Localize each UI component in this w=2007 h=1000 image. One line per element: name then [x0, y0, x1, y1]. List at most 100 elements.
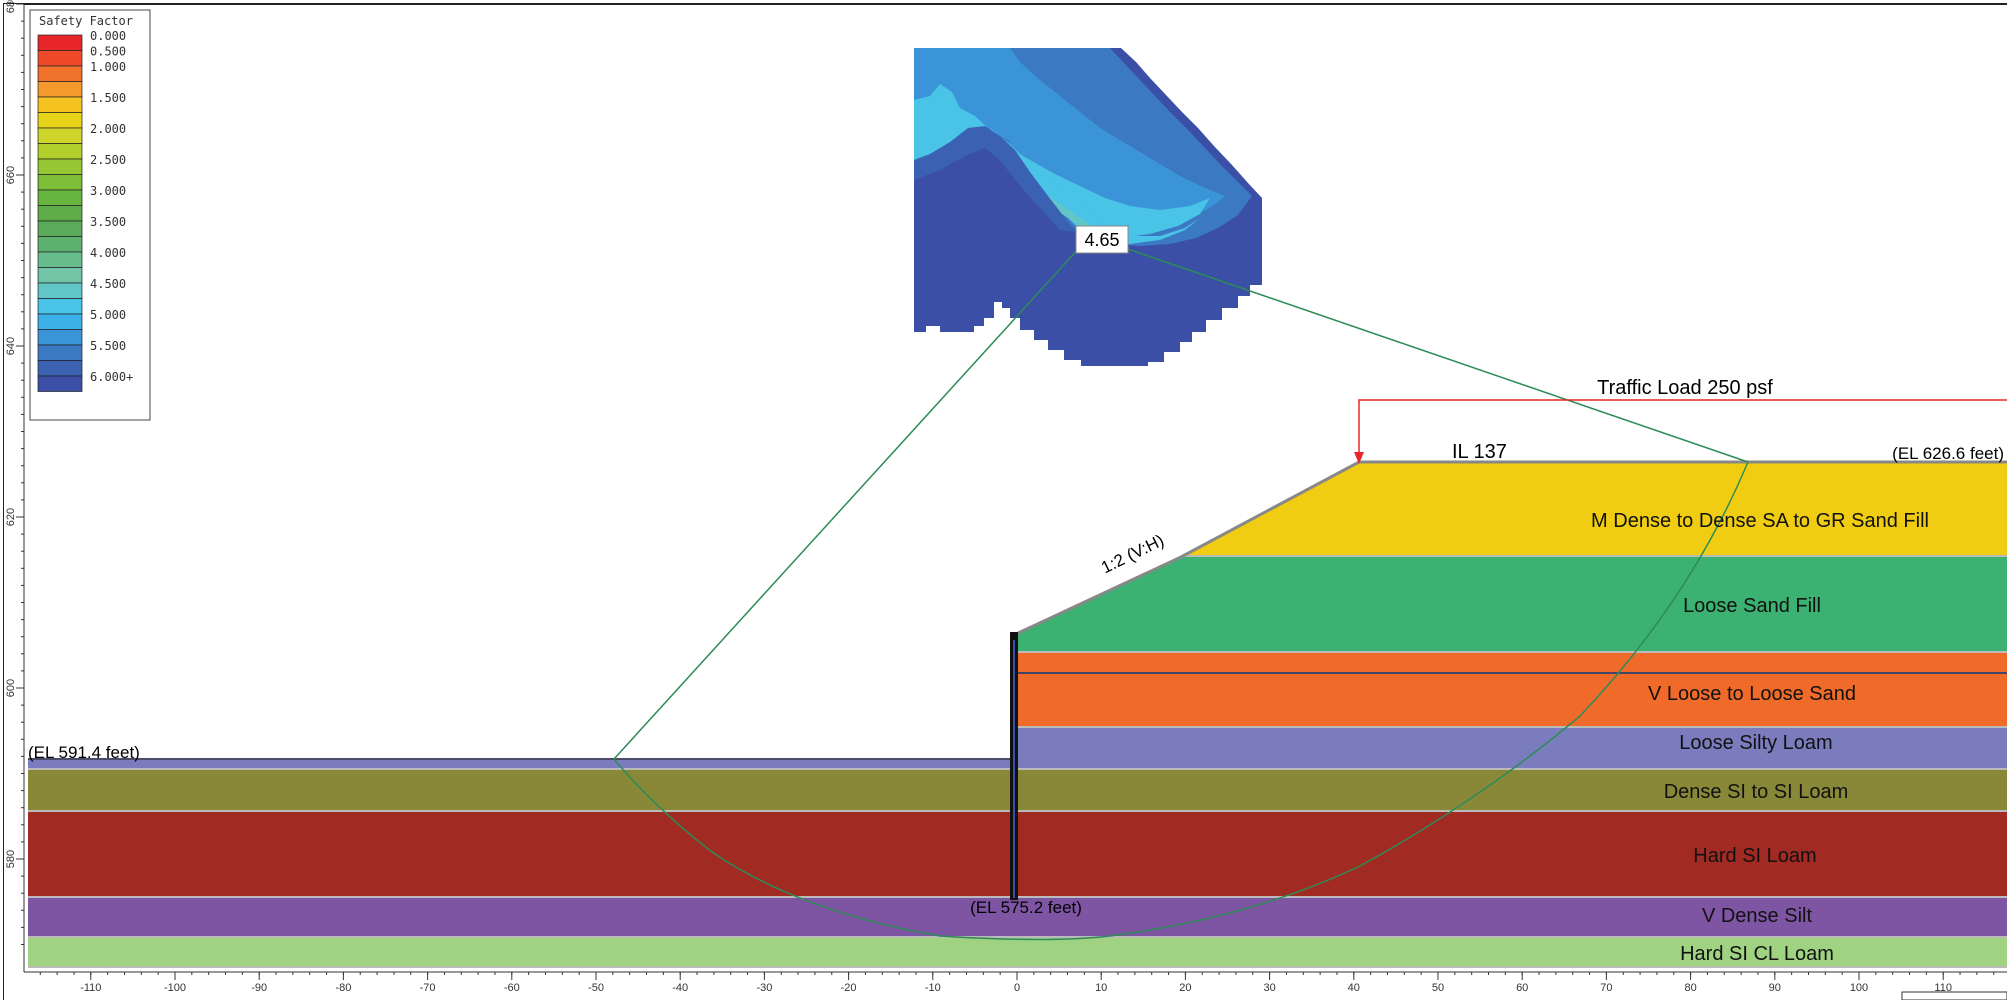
x-axis-tick-label: -80	[335, 982, 351, 994]
legend-swatch	[37, 65, 83, 82]
legend-swatch	[37, 96, 83, 113]
layer-boundary	[28, 936, 2007, 939]
corner-box	[1901, 991, 2007, 1000]
legend-label: 1.500	[90, 91, 126, 105]
legend-swatch	[37, 360, 83, 377]
legend-label: 0.000	[90, 29, 126, 43]
x-axis-tick-label: -100	[164, 982, 186, 994]
x-axis-tick-label: 80	[1684, 982, 1696, 994]
left-axis: 680 660 640 620 600 580	[4, 0, 25, 994]
legend-swatch	[37, 220, 83, 237]
legend-swatch	[37, 251, 83, 268]
contour-zone-4-5-core	[990, 128, 1200, 244]
layer-v-dense-silt	[28, 898, 2007, 938]
legend-label: 2.000	[90, 122, 126, 136]
legend-label: 4.000	[90, 246, 126, 260]
bottom-axis: -110 -100 -90 -80 -70 -60 -50 -40 -30 -20 -10 0 10 20…	[4, 971, 2007, 1000]
retaining-wall	[1010, 632, 1018, 900]
layer-labels: M Dense to Dense SA to GR Sand Fill Loos…	[1591, 510, 1929, 965]
y-axis-tick-label: 580	[5, 850, 17, 868]
legend-swatch	[37, 329, 83, 346]
layer-hard-si-cl-loam	[28, 938, 2007, 968]
legend-swatch	[37, 81, 83, 98]
safety-factor-contour	[914, 48, 1262, 366]
layer-boundary	[1016, 651, 2007, 654]
y-axis-tick-label: 680	[5, 0, 17, 13]
x-axis-tick-label: -20	[841, 982, 857, 994]
legend-label: 3.000	[90, 184, 126, 198]
x-axis-tick-label: 70	[1600, 982, 1612, 994]
layer-label: Hard SI Loam	[1693, 845, 1816, 867]
legend-swatch	[37, 158, 83, 175]
x-axis-tick-label: -50	[588, 982, 604, 994]
legend-swatch	[37, 267, 83, 284]
layer-label: V Dense Silt	[1702, 905, 1812, 927]
traffic-load-label: Traffic Load 250 psf	[1597, 377, 1773, 399]
legend-label: 5.000	[90, 308, 126, 322]
layer-label: Loose Silty Loam	[1679, 732, 1832, 754]
x-axis-tick-label: -30	[756, 982, 772, 994]
x-axis-tick-label: -40	[672, 982, 688, 994]
legend-label: 6.000+	[90, 370, 133, 384]
layer-label: Dense SI to SI Loam	[1664, 781, 1849, 803]
layer-loose-sand-fill	[1016, 557, 2007, 653]
x-axis-tick-label: 60	[1516, 982, 1528, 994]
legend-swatch	[37, 127, 83, 144]
x-axis-tick-label: -110	[80, 982, 101, 994]
legend-label: 5.500	[90, 339, 126, 353]
x-axis-tick-label: 110	[1934, 982, 1952, 994]
x-axis-tick-label: -60	[504, 982, 520, 994]
legend-swatch	[37, 282, 83, 299]
x-axis-tick-label: 40	[1348, 982, 1360, 994]
legend-label: 3.500	[90, 215, 126, 229]
layer-boundary	[1016, 726, 2007, 729]
contour-zone-5	[914, 48, 1225, 234]
traffic-load: Traffic Load 250 psf	[1354, 377, 2007, 464]
legend-swatch	[37, 143, 83, 160]
legend-swatch	[37, 375, 83, 392]
x-axis-tick-label: 100	[1850, 982, 1868, 994]
legend-swatch	[37, 344, 83, 361]
legend-title: Safety Factor	[39, 14, 133, 28]
x-axis-tick-label: 90	[1769, 982, 1781, 994]
layer-boundary	[28, 966, 2007, 969]
y-axis-tick-label: 640	[5, 337, 17, 355]
elevation-left-label: (EL 591.4 feet)	[28, 743, 140, 762]
x-axis-tick-label: 10	[1095, 982, 1107, 994]
legend-swatch	[37, 34, 83, 51]
layer-label: Loose Sand Fill	[1683, 595, 1821, 617]
ground-surface-right	[1015, 460, 2007, 636]
x-axis-tick-label: -90	[251, 982, 267, 994]
x-axis-tick-label: 20	[1179, 982, 1191, 994]
y-axis-tick-label: 620	[5, 508, 17, 526]
min-fs-label: 4.65	[1075, 225, 1129, 254]
legend-swatch	[37, 112, 83, 129]
layer-m-dense-sand-fill	[1181, 462, 2007, 557]
y-axis-tick-label: 660	[5, 166, 17, 184]
legend-swatch	[37, 205, 83, 222]
legend-swatch	[37, 174, 83, 191]
x-axis-tick-label: 50	[1432, 982, 1444, 994]
contour-zone-deep	[914, 126, 1076, 232]
elevation-wall-label: (EL 575.2 feet)	[970, 898, 1082, 917]
min-fs-value: 4.65	[1084, 230, 1119, 250]
legend-label: 4.500	[90, 277, 126, 291]
layer-loose-silty-loam	[1016, 728, 2007, 770]
layer-loose-silty-loam-left	[28, 758, 1010, 770]
layer-label: M Dense to Dense SA to GR Sand Fill	[1591, 510, 1929, 532]
slip-surface	[613, 235, 1749, 941]
x-axis-tick-label: 0	[1014, 982, 1020, 994]
legend-swatch	[37, 298, 83, 315]
layer-label: Hard SI CL Loam	[1680, 943, 1834, 965]
layer-label: V Loose to Loose Sand	[1648, 683, 1856, 705]
legend-label: 0.500	[90, 45, 126, 59]
legend-swatch	[37, 236, 83, 253]
legend-swatch	[37, 189, 83, 206]
legend-swatch	[37, 50, 83, 67]
elevation-top-label: (EL 626.6 feet)	[1892, 444, 2004, 463]
x-axis-tick-label: 30	[1263, 982, 1275, 994]
layer-v-loose-sand	[1016, 653, 2007, 728]
x-axis-tick-label: -70	[420, 982, 436, 994]
y-axis-tick-label: 600	[5, 679, 17, 697]
